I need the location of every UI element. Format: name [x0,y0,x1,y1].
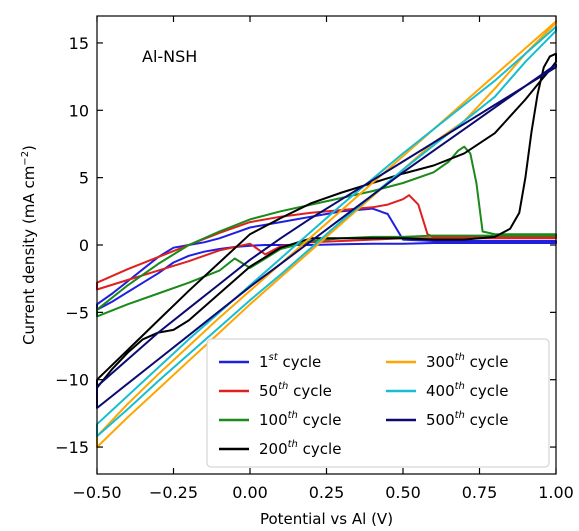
series-line-200 [96,52,557,389]
legend-label-200: 200th cycle [259,439,341,458]
y-tick-label: −5 [65,303,89,322]
legend-label-100: 100th cycle [259,410,341,429]
y-axis-label-end: ) [20,145,38,151]
y-tick-label: −15 [55,438,89,457]
legend-label-1: 1st cycle [259,352,321,371]
axis-ticks: −0.50 −0.25 0.00 0.25 0.50 0.75 1.00 −15 −10 −5 0 5… [55,16,574,502]
legend-label-500: 500th cycle [426,410,508,429]
y-tick-label: −10 [55,371,89,390]
x-tick-label: 1.00 [538,483,574,502]
y-axis-label-sup: −2 [20,151,31,166]
y-axis-label-main: Current density (mA cm [20,166,38,345]
series-line-100 [96,145,557,318]
y-axis-label: Current density (mA cm−2) [20,145,38,345]
series-line-50 [96,194,557,291]
x-tick-label: 0.75 [462,483,498,502]
legend-label-50: 50th cycle [259,381,332,400]
x-tick-label: 0.00 [232,483,268,502]
y-tick-label: 5 [79,169,89,188]
x-tick-label: 0.25 [309,483,345,502]
legend-label-400: 400th cycle [426,381,508,400]
legend-label-300: 300th cycle [426,352,508,371]
y-tick-label: 0 [79,236,89,255]
legend: 1st cycle 50th cycle 100th cycle 200th cycl… [206,338,550,468]
y-tick-label: 15 [69,34,89,53]
x-tick-label: −0.25 [149,483,198,502]
x-axis-label: Potential vs Al (V) [260,510,393,528]
legend-box [206,338,550,468]
y-tick-label: 10 [69,101,89,120]
series-line-1 [96,207,557,311]
chart-annotation: Al-NSH [142,47,197,66]
x-tick-label: −0.50 [72,483,121,502]
x-tick-label: 0.50 [385,483,421,502]
